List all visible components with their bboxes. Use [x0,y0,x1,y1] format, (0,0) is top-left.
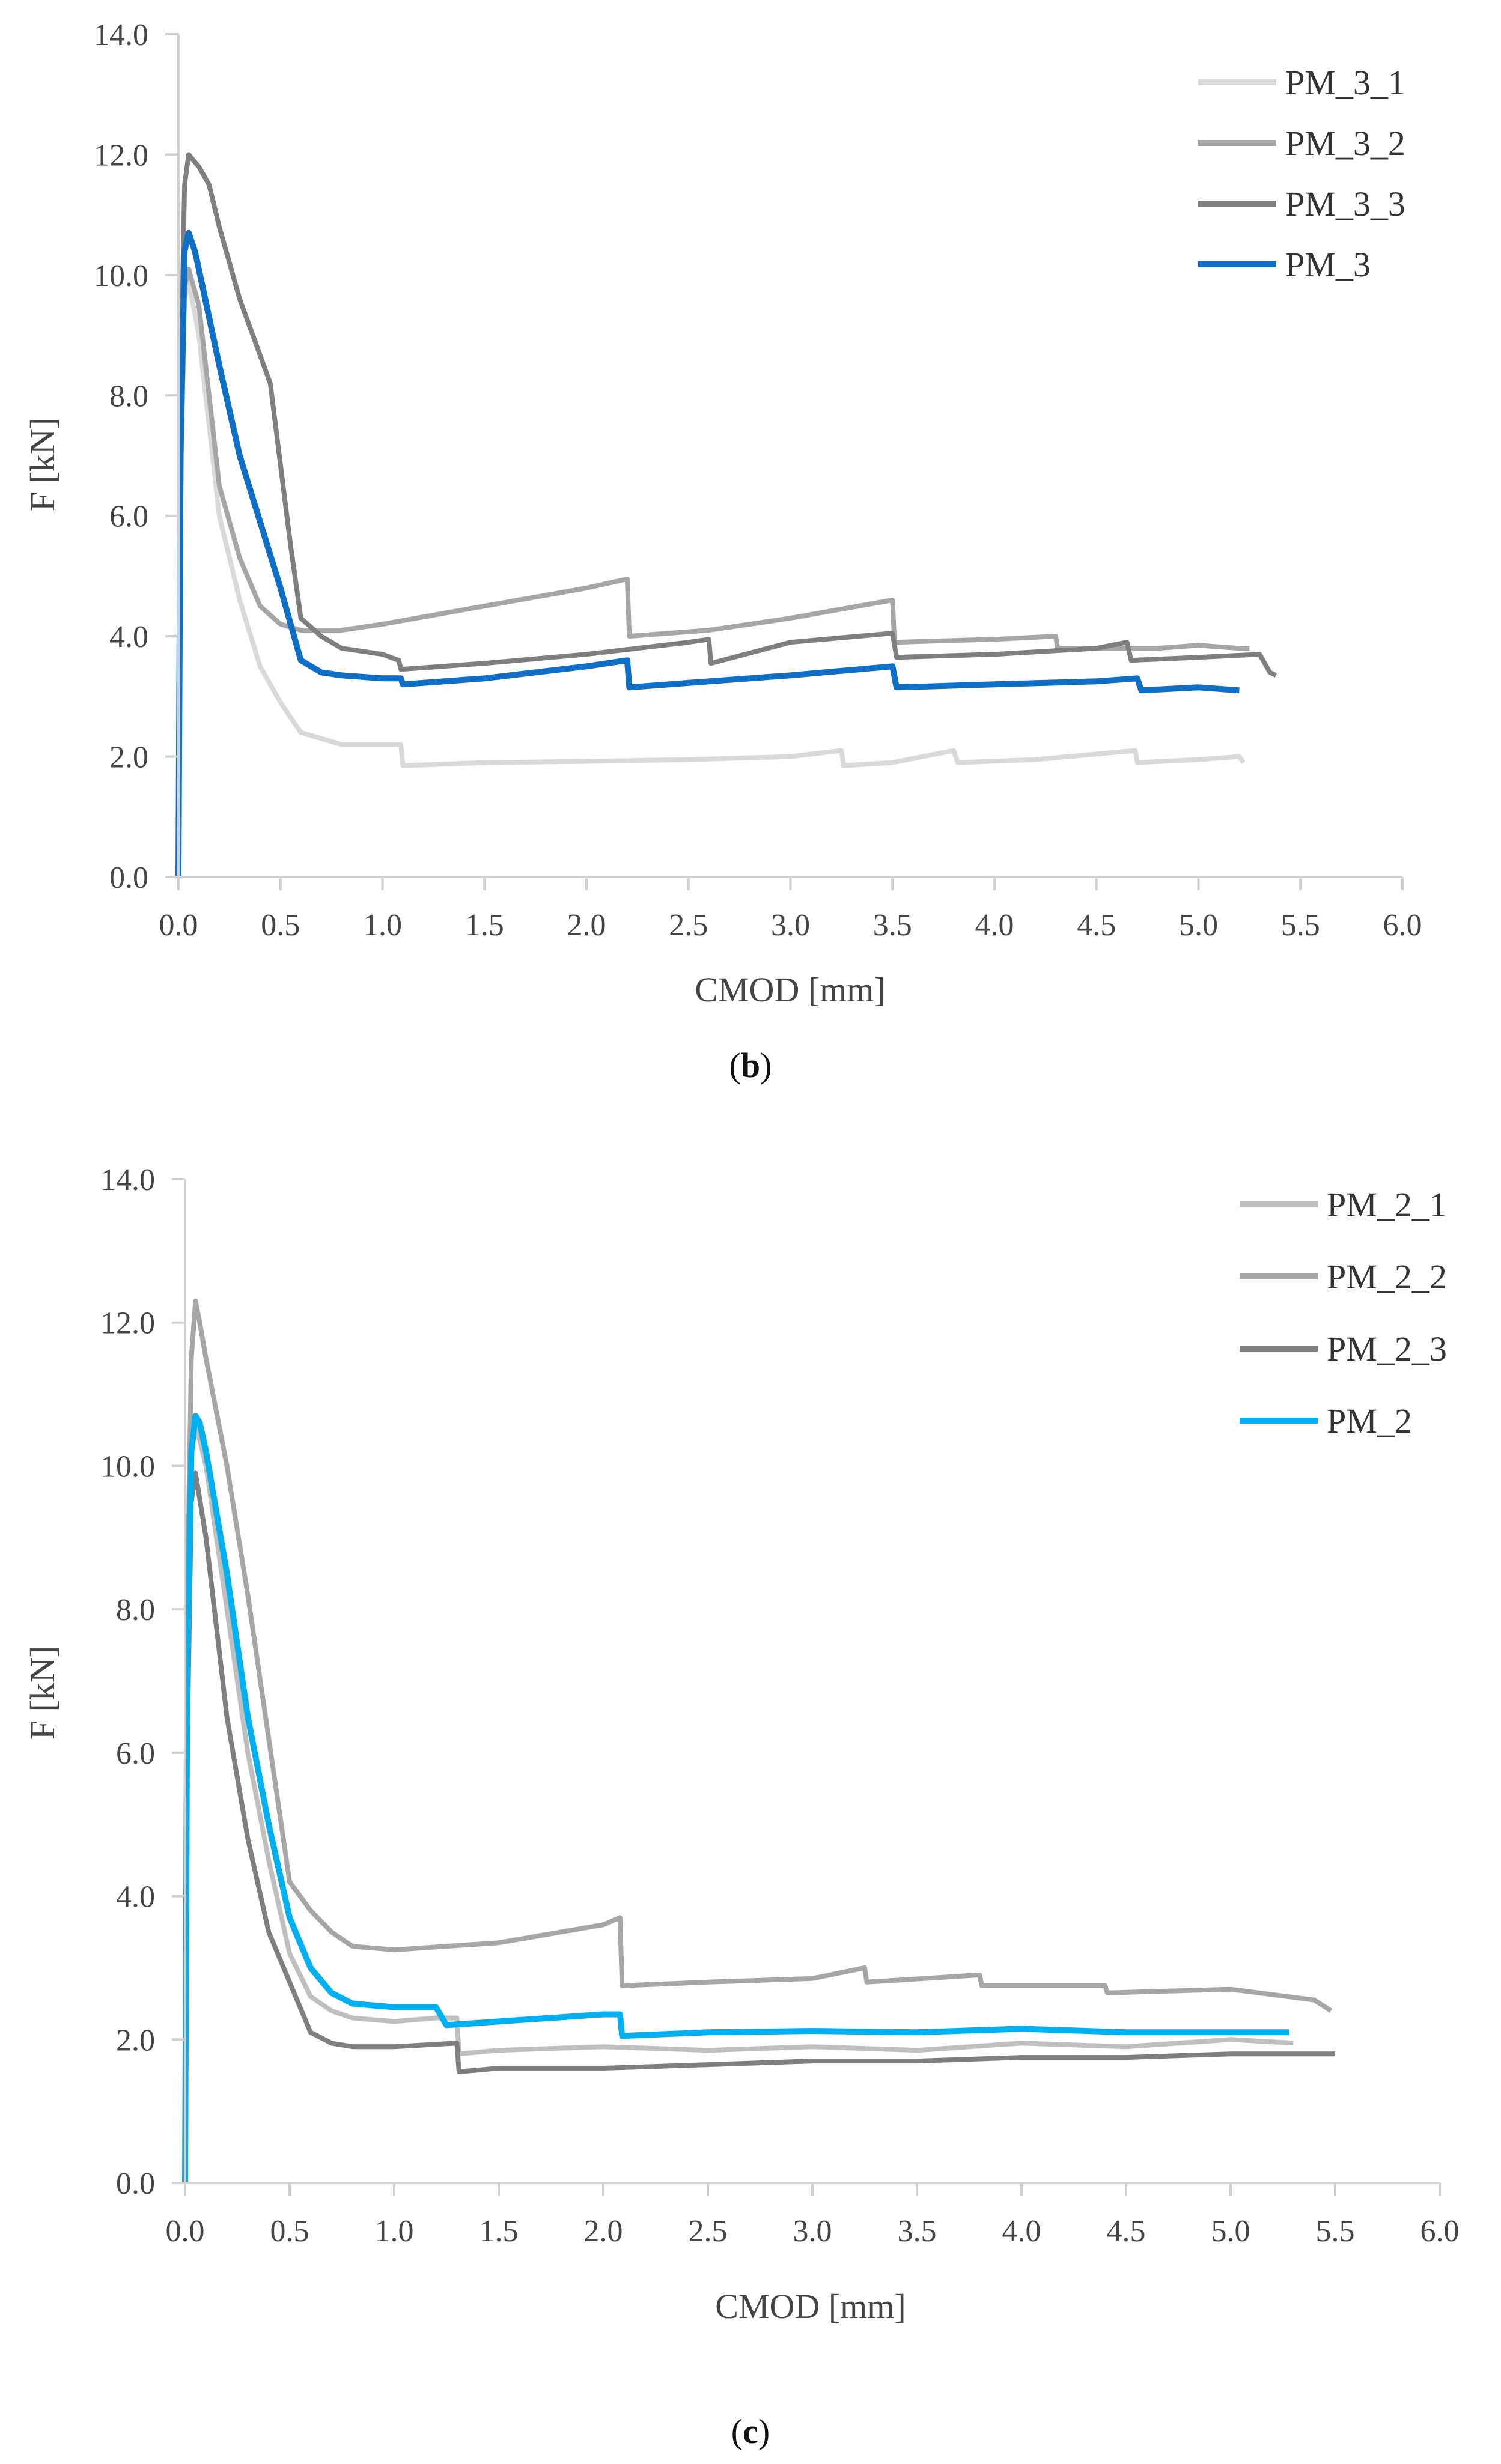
chart-c-legend-label: PM_2 [1327,1401,1412,1440]
chart-c-x-axis-title: CMOD [mm] [715,2287,906,2326]
chart-c-x-tick-label: 3.0 [793,2214,832,2248]
chart-b-y-tick-label: 4.0 [109,620,148,654]
chart-c-x-tick-label: 2.5 [689,2214,728,2248]
chart-c-caption-open: ( [731,2412,743,2451]
chart-c-y-axis-title: F [kN] [23,1646,62,1740]
chart-c: 0.0 0.5 1.0 1.5 2.0 2.5 3.0 3.5 4.0 4.5 5.0 5.5 6.0 … [23,1163,1460,2451]
chart-c-x-tick-label: 4.0 [1002,2214,1041,2248]
chart-c-x-tick-label: 2.0 [584,2214,623,2248]
chart-b-series-line-pm-3-2 [176,266,1250,878]
chart-b-y-tick-label: 12.0 [94,138,148,172]
chart-c-y-ticks: 0.0 2.0 4.0 6.0 8.0 10.0 12.0 14.0 [100,1163,185,2201]
chart-c-legend-label: PM_2_2 [1327,1257,1447,1296]
chart-b-y-tick-label: 8.0 [109,379,148,413]
chart-c-legend: PM_2_1 PM_2_2 PM_2_3 PM_2 [1240,1185,1447,1440]
chart-b-y-tick-label: 10.0 [94,259,148,293]
chart-b-legend-label: PM_3_1 [1285,63,1405,102]
chart-b-y-tick-label: 14.0 [94,18,148,52]
chart-b-caption: (b) [729,1046,772,1085]
chart-c-series-line-pm-2-3 [183,1470,1335,2183]
chart-c-legend-label: PM_2_3 [1327,1329,1447,1368]
chart-c-y-tick-label: 6.0 [116,1737,155,1771]
chart-b-legend-label: PM_3 [1285,245,1371,284]
chart-c-x-ticks: 0.0 0.5 1.0 1.5 2.0 2.5 3.0 3.5 4.0 4.5 5.0 5.5 6.0 [166,2183,1460,2248]
chart-b-x-tick-label: 3.0 [771,908,810,942]
chart-b-legend-label: PM_3_3 [1285,184,1405,223]
chart-b-series-layer [175,152,1277,878]
chart-c-y-tick-label: 12.0 [100,1306,155,1341]
chart-b-x-tick-label: 1.5 [465,908,504,942]
chart-c-y-tick-label: 2.0 [116,2023,155,2057]
chart-b: 0.0 0.5 1.0 1.5 2.0 2.5 3.0 3.5 4.0 4.5 5.0 5.5 6.0 … [23,18,1422,1085]
chart-b-series-line-pm-3 [175,229,1240,878]
chart-c-series-layer [182,1298,1335,2183]
chart-c-x-tick-label: 4.5 [1107,2214,1146,2248]
chart-c-series-line-pm-2 [182,1412,1289,2183]
chart-c-x-tick-label: 5.5 [1316,2214,1355,2248]
chart-b-x-tick-label: 2.5 [669,908,708,942]
chart-c-y-tick-label: 10.0 [100,1449,155,1484]
chart-b-x-ticks: 0.0 0.5 1.0 1.5 2.0 2.5 3.0 3.5 4.0 4.5 5.0 5.5 6.0 [159,877,1422,942]
chart-b-x-tick-label: 0.5 [261,908,300,942]
chart-b-caption-open: ( [729,1046,741,1085]
chart-b-x-tick-label: 4.5 [1077,908,1116,942]
chart-c-x-tick-label: 0.0 [166,2214,205,2248]
chart-c-x-tick-label: 3.5 [898,2214,937,2248]
chart-b-x-tick-label: 5.5 [1281,908,1320,942]
chart-b-x-tick-label: 5.0 [1179,908,1218,942]
chart-c-caption: (c) [731,2412,770,2451]
chart-c-x-tick-label: 5.0 [1211,2214,1250,2248]
chart-b-x-tick-label: 2.0 [567,908,606,942]
chart-c-x-tick-label: 0.5 [270,2214,309,2248]
chart-c-series-line-pm-2-1 [183,1420,1294,2183]
chart-b-x-tick-label: 1.0 [363,908,402,942]
chart-b-caption-letter: b [741,1046,760,1085]
chart-c-series-line-pm-2-2 [183,1298,1333,2183]
chart-b-x-tick-label: 0.0 [159,908,198,942]
chart-b-series-line-pm-3-1 [176,278,1246,878]
chart-c-legend-label: PM_2_1 [1327,1185,1447,1224]
chart-b-y-axis-title: F [kN] [23,417,62,511]
chart-b-x-tick-label: 6.0 [1383,908,1422,942]
chart-b-x-axis-title: CMOD [mm] [695,970,885,1009]
chart-b-y-ticks: 0.0 2.0 4.0 6.0 8.0 10.0 12.0 14.0 [94,18,178,895]
chart-b-x-tick-label: 4.0 [975,908,1014,942]
chart-b-y-tick-label: 6.0 [109,500,148,534]
chart-c-x-tick-label: 6.0 [1420,2214,1460,2248]
chart-c-x-tick-label: 1.0 [375,2214,414,2248]
chart-b-x-tick-label: 3.5 [873,908,912,942]
chart-c-y-tick-label: 14.0 [100,1163,155,1197]
chart-c-caption-letter: c [743,2412,758,2451]
chart-b-legend-label: PM_3_2 [1285,124,1405,163]
chart-b-caption-close: ) [760,1046,772,1085]
chart-c-y-tick-label: 0.0 [116,2167,155,2201]
chart-c-caption-close: ) [758,2412,770,2451]
chart-b-y-tick-label: 0.0 [109,861,148,895]
chart-c-x-tick-label: 1.5 [480,2214,519,2248]
chart-c-y-tick-label: 8.0 [116,1593,155,1627]
chart-b-y-tick-label: 2.0 [109,741,148,775]
chart-c-y-tick-label: 4.0 [116,1880,155,1914]
chart-b-legend: PM_3_1 PM_3_2 PM_3_3 PM_3 [1198,63,1405,284]
chart-b-series-line-pm-3-3 [176,152,1277,878]
